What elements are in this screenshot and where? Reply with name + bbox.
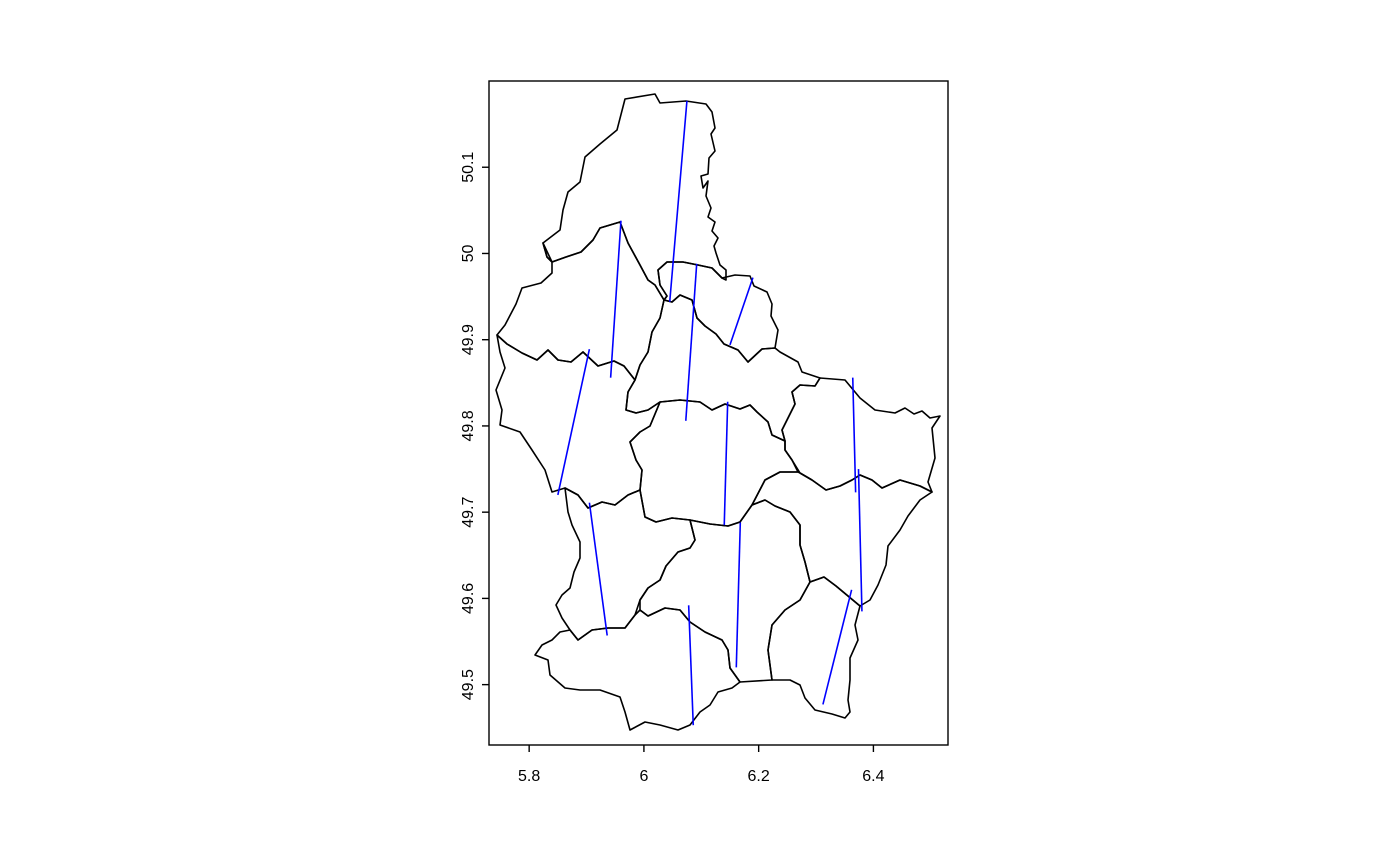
segment-9: [735, 522, 742, 668]
segment-5: [557, 349, 591, 496]
segment-1: [668, 100, 688, 302]
region-west: [496, 221, 665, 381]
y-tick-label: 49.8: [460, 410, 477, 441]
y-tick-label: 49.6: [460, 583, 477, 614]
region-southwest: [555, 487, 696, 641]
y-tick-label: 49.9: [460, 324, 477, 355]
segment-4: [729, 277, 754, 346]
segment-10: [857, 469, 863, 612]
segment-11: [687, 605, 695, 726]
region-south: [534, 607, 741, 731]
x-tick-label: 6.2: [748, 768, 770, 785]
region-central: [629, 399, 799, 527]
region-northeast: [657, 261, 779, 363]
plot-frame: [488, 80, 949, 746]
region-capital: [639, 499, 811, 683]
y-tick-label: 50: [460, 244, 477, 262]
x-tick-label: 6.4: [862, 768, 884, 785]
segment-7: [851, 377, 857, 493]
y-tick-label: 49.5: [460, 669, 477, 700]
segment-12: [822, 589, 853, 705]
segment-3: [684, 263, 698, 421]
segment-2: [609, 220, 622, 378]
region-southeast: [751, 471, 933, 607]
segments-layer: [557, 100, 863, 726]
x-tick-label: 6: [639, 768, 648, 785]
x-tick-label: 5.8: [518, 768, 540, 785]
region-boundaries: [495, 93, 941, 731]
y-tick-label: 50.1: [460, 152, 477, 183]
segment-8: [588, 502, 608, 636]
x-axis: 5.8 6 6.2 6.4: [518, 745, 885, 785]
region-north: [542, 93, 727, 301]
segment-6: [723, 401, 729, 526]
region-west-central: [495, 334, 661, 509]
y-tick-label: 49.7: [460, 496, 477, 527]
region-remich: [767, 576, 861, 719]
region-central-north: [625, 294, 821, 442]
y-axis: 49.5 49.6 49.7 49.8 49.9 50 50.1: [460, 152, 489, 700]
